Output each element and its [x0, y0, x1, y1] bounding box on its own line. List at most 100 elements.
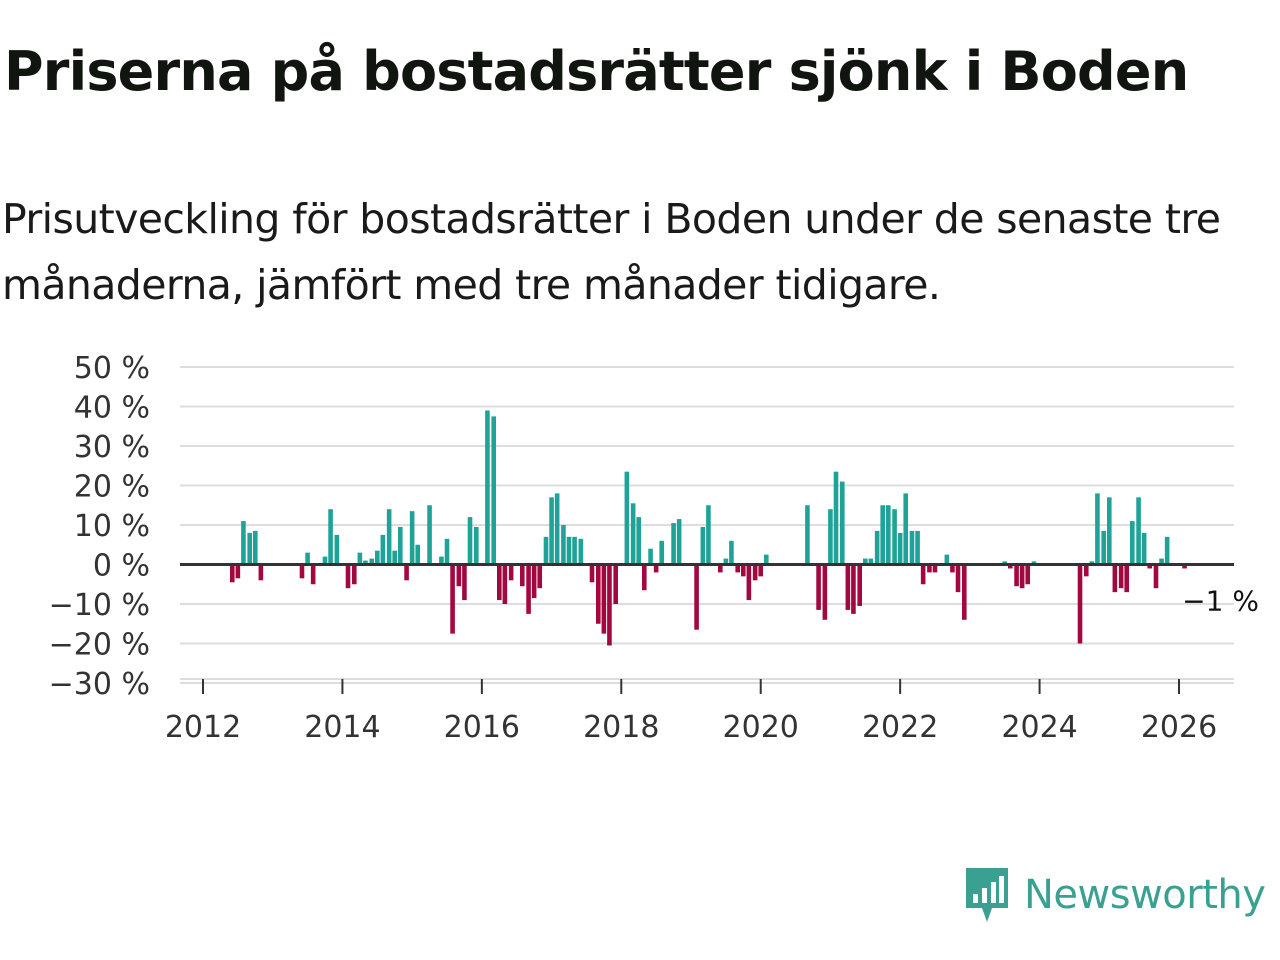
bar [485, 410, 490, 565]
bar [1025, 564, 1031, 585]
bar [1095, 493, 1100, 565]
bar [589, 564, 595, 583]
bar [746, 564, 752, 601]
bar [920, 564, 926, 585]
bar [508, 564, 514, 581]
bar [572, 536, 577, 565]
x-tick-label: 2016 [444, 710, 520, 745]
bar [944, 554, 950, 565]
bar [607, 564, 612, 646]
bar [554, 493, 560, 565]
bar [601, 564, 607, 634]
bar [927, 564, 932, 573]
bar [897, 532, 903, 565]
bar-chart: 50 % 40 % 30 % 20 % 10 % 0 % −10 % −20 % −30 % 2… [49, 351, 1259, 745]
bar [874, 530, 880, 565]
bar [1112, 564, 1118, 593]
bar [235, 564, 241, 579]
y-tick-label: 40 % [74, 391, 150, 426]
bar [351, 564, 357, 585]
bar [328, 509, 333, 565]
bar [1077, 564, 1083, 644]
x-tick-label: 2014 [304, 710, 380, 745]
bar [397, 526, 403, 565]
bar [822, 564, 828, 620]
bar [462, 564, 467, 601]
bar [439, 556, 444, 565]
y-tick-label: 20 % [74, 470, 150, 505]
bar [1136, 497, 1141, 565]
bar [676, 519, 682, 565]
bar [467, 517, 473, 565]
x-axis: 2012 2014 2016 2018 2020 2022 2024 2026 [165, 678, 1234, 745]
bars [229, 410, 1187, 646]
bar [357, 552, 363, 565]
bar [543, 536, 549, 565]
chart-subtitle: Prisutveckling för bostadsrätter i Boden… [2, 195, 1221, 309]
y-tick-label: −20 % [49, 628, 150, 663]
bar [648, 548, 653, 565]
y-tick-label: 10 % [74, 509, 150, 544]
bar [641, 564, 647, 591]
bar [415, 544, 421, 565]
bar [1182, 564, 1187, 569]
bar [694, 564, 699, 630]
bar [496, 564, 502, 601]
bar [595, 564, 601, 624]
bar [526, 564, 531, 614]
x-tick-label: 2020 [723, 710, 799, 745]
annotations: −1 % [1182, 584, 1259, 617]
bar [258, 564, 264, 581]
bar [909, 530, 915, 565]
bar [729, 540, 734, 565]
bar [456, 564, 462, 587]
bar [868, 558, 874, 565]
bar [363, 560, 368, 565]
bar [252, 530, 258, 565]
bar [1159, 558, 1164, 565]
bar [851, 564, 856, 614]
bar [241, 521, 246, 565]
bar [758, 564, 764, 577]
bar [624, 471, 630, 565]
bar [659, 540, 665, 565]
bar [531, 564, 537, 599]
y-tick-label: 30 % [74, 430, 150, 465]
bar [444, 538, 450, 565]
bar [700, 526, 706, 565]
bar [932, 564, 938, 573]
bar [247, 532, 253, 565]
bar [1164, 536, 1170, 565]
bar [310, 564, 316, 585]
newsworthy-logo: Newsworthy [962, 862, 1266, 928]
bar [828, 509, 833, 565]
bar [613, 564, 619, 604]
y-axis-labels: 50 % 40 % 30 % 20 % 10 % 0 % −10 % −20 % −30 % [49, 351, 150, 702]
bar [566, 536, 572, 565]
bar [491, 416, 497, 565]
bar [845, 564, 851, 610]
bar [915, 530, 920, 565]
x-tick-label: 2024 [1001, 710, 1077, 745]
bar [955, 564, 961, 593]
bar [549, 497, 554, 565]
bar [502, 564, 508, 604]
bar [404, 564, 409, 581]
bar [299, 564, 305, 579]
bar [1129, 521, 1135, 565]
bar [386, 509, 392, 565]
bar [735, 564, 741, 573]
bar [1153, 564, 1159, 589]
bar [857, 564, 863, 606]
bar [578, 538, 584, 565]
y-tick-label: 0 % [93, 549, 150, 584]
bar [427, 505, 432, 565]
bar [1083, 564, 1089, 577]
bar [1141, 532, 1147, 565]
bar [374, 550, 380, 565]
chart-title: Priserna på bostadsrätter sjönk i Boden [4, 40, 1189, 103]
bar [229, 564, 235, 583]
bar [473, 526, 479, 565]
last-value-label: −1 % [1182, 584, 1259, 617]
bar [1007, 564, 1013, 569]
